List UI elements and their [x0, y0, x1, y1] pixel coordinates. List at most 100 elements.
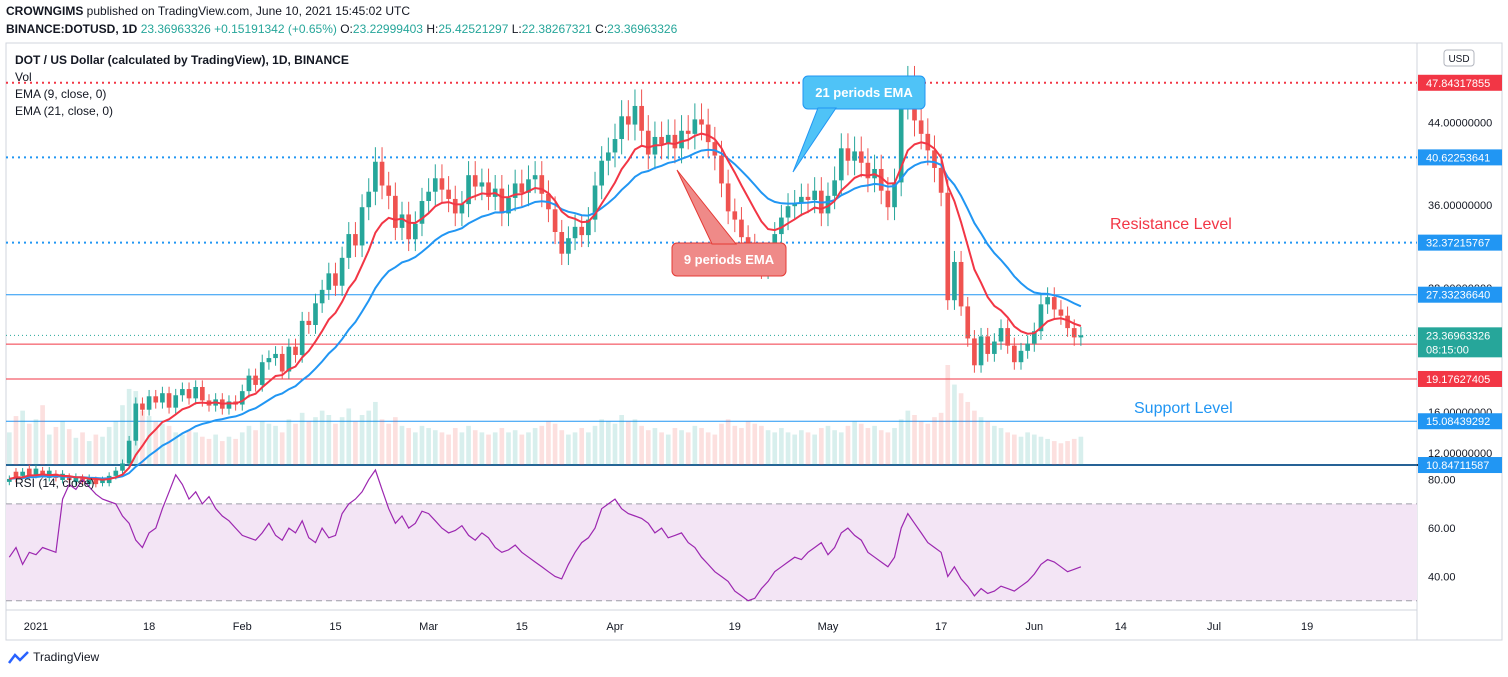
volume-bar — [772, 432, 778, 465]
candle-body — [253, 375, 258, 385]
candle-body — [259, 362, 265, 385]
candle-body — [559, 232, 565, 254]
candle-body — [552, 209, 558, 233]
candle-body — [93, 479, 99, 485]
candle-body — [419, 201, 425, 224]
currency-badge[interactable] — [1443, 49, 1475, 67]
open-label: O: — [340, 22, 353, 36]
volume-bar — [546, 421, 551, 465]
current-price: 23.36963326 — [140, 22, 211, 36]
volume-bar — [632, 419, 638, 465]
volume-bar — [892, 428, 897, 465]
candle-body — [865, 162, 871, 179]
level-badge-label: 27.33236640 — [1426, 290, 1490, 302]
volume-bar — [259, 421, 265, 465]
candle-body — [852, 151, 857, 161]
volume-bar — [319, 410, 325, 465]
volume-bar — [619, 415, 624, 465]
close-value: 23.36963326 — [607, 22, 678, 36]
volume-bar — [672, 428, 678, 465]
candle-body — [958, 261, 964, 307]
level-badge-label: 19.17627405 — [1426, 374, 1490, 386]
volume-bar — [852, 421, 857, 465]
volume-bar — [918, 421, 924, 465]
volume-bar — [845, 425, 851, 465]
candle-body — [566, 238, 571, 254]
candle-body — [273, 353, 278, 359]
candle-body — [239, 391, 245, 405]
candle-body — [246, 375, 252, 392]
time-tick-label: 17 — [935, 621, 947, 633]
volume-bar — [572, 432, 578, 465]
candle-body — [878, 168, 884, 191]
candle-body — [33, 468, 39, 475]
chart-title: DOT / US Dollar (calculated by TradingVi… — [15, 53, 349, 67]
last-price-badge — [1418, 327, 1502, 358]
volume-bar — [353, 421, 358, 465]
volume-bar — [233, 438, 238, 465]
volume-bar — [958, 393, 964, 465]
volume-bar — [120, 405, 125, 465]
volume-bar — [1012, 434, 1017, 465]
volume-bar — [432, 430, 438, 465]
rsi-tick-label: 80.00 — [1428, 475, 1456, 487]
time-tick-label: May — [818, 621, 839, 633]
volume-bar — [552, 423, 558, 465]
candle-body — [665, 134, 671, 145]
candle-body — [306, 320, 312, 325]
level-badge — [1418, 149, 1502, 166]
candle-body — [153, 396, 159, 403]
volume-bar — [472, 430, 478, 465]
volume-bar — [965, 401, 971, 465]
candle-body — [472, 175, 478, 187]
volume-bar — [752, 423, 758, 465]
volume-bar — [952, 384, 957, 465]
candle-body — [685, 130, 691, 134]
candle-body — [446, 189, 451, 199]
candle-body — [619, 116, 624, 140]
tradingview-footer[interactable]: TradingView — [8, 650, 99, 665]
volume-bar — [1025, 432, 1030, 465]
candle-body — [100, 479, 105, 484]
volume-bar — [326, 415, 332, 465]
volume-bar — [66, 429, 72, 465]
candle-body — [779, 217, 784, 235]
volume-bar — [246, 425, 252, 465]
volume-bar — [932, 417, 937, 465]
volume-bar — [166, 425, 172, 465]
candle-body — [526, 179, 531, 193]
volume-bar — [665, 434, 671, 465]
volume-bar — [40, 405, 45, 465]
candle-body — [606, 152, 611, 161]
candle-body — [938, 167, 944, 193]
candle-body — [26, 468, 32, 476]
candle-body — [692, 119, 698, 134]
candle-body — [486, 182, 491, 197]
level-badge — [1418, 413, 1502, 430]
volume-bar — [612, 423, 618, 465]
publish-info: CROWNGIMS published on TradingView.com, … — [6, 4, 410, 18]
volume-bar — [193, 432, 199, 465]
candle-body — [1038, 304, 1044, 332]
ema9-callout-fill — [674, 246, 784, 274]
volume-bar — [832, 430, 837, 465]
symbol-label: BINANCE:DOTUSD, 1D — [6, 22, 138, 36]
volume-bar — [705, 432, 711, 465]
candle-body — [1031, 331, 1037, 344]
last-price-label: 23.36963326 — [1426, 330, 1490, 342]
candle-body — [299, 320, 305, 355]
time-tick-label: Mar — [419, 621, 438, 633]
volume-bar — [346, 408, 352, 465]
volume-bar — [925, 423, 931, 465]
volume-bar — [526, 432, 531, 465]
candle-body — [439, 178, 445, 190]
volume-bar — [266, 423, 272, 465]
candle-body — [885, 190, 891, 208]
candle-body — [266, 358, 272, 363]
volume-bar — [279, 432, 285, 465]
rsi-band — [6, 503, 1417, 601]
candle-body — [699, 119, 704, 125]
volume-bar — [126, 388, 132, 465]
close-label: C: — [595, 22, 608, 36]
